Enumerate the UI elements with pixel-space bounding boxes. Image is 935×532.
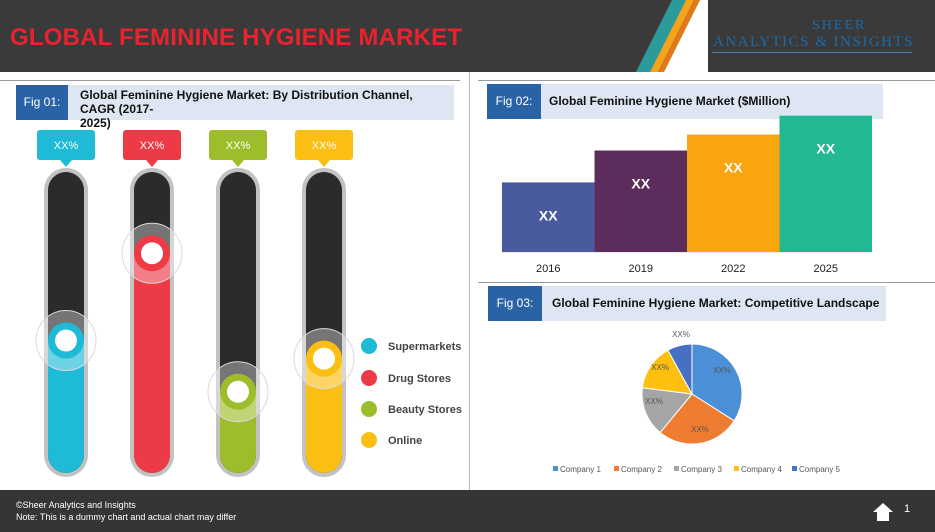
legend-swatch-company-5: [792, 466, 797, 471]
pie-data-label-company-1: XX%: [713, 366, 731, 375]
gauge-label-bubble-beauty-stores: [209, 130, 267, 160]
footer-bar: [0, 490, 935, 532]
bar-2016: [502, 182, 595, 252]
pie-slice-company-5: [667, 343, 693, 395]
gauge-fill-beauty-stores: [220, 391, 256, 473]
gauge-label-pointer-beauty-stores: [232, 160, 244, 167]
gauge-value-label-drug-stores: XX%: [140, 140, 165, 152]
gauge-knob-center-online: [313, 347, 335, 370]
gauge-label-pointer-supermarkets: [60, 160, 72, 167]
fig2-header: Fig 02: Global Feminine Hygiene Market (…: [487, 84, 883, 119]
gauge-knob-center-supermarkets: [55, 329, 77, 352]
legend-swatch-beauty-stores: [361, 401, 377, 417]
brand-name-line1: SHEER: [812, 18, 867, 33]
bar-2022: [687, 134, 780, 252]
brand-name-line2: ANALYTICS & INSIGHTS: [713, 34, 914, 50]
pie-slice-company-2: [659, 393, 735, 445]
gauge-label-bubble-drug-stores: [123, 130, 181, 160]
footer-note: Note: This is a dummy chart and actual c…: [16, 512, 237, 522]
footer-copyright: ©Sheer Analytics and Insights: [16, 500, 136, 510]
legend-label-company-5: Company 5: [799, 465, 840, 474]
bar-data-label-2025: XX: [816, 141, 835, 157]
fig1-gauge-chart: XX% XX% XX% XX%: [35, 130, 355, 477]
page-number: 1: [904, 503, 911, 515]
fig3-title: Global Feminine Hygiene Market: Competit…: [552, 296, 880, 310]
x-tick-label-2019: 2019: [629, 263, 653, 275]
pie-data-label-company-5: XX%: [672, 330, 690, 339]
gauge-knob-center-beauty-stores: [227, 380, 249, 403]
fig3-header: Fig 03: Global Feminine Hygiene Market: …: [488, 286, 886, 321]
fig1-header: Fig 01: Global Feminine Hygiene Market: …: [16, 85, 454, 130]
x-tick-label-2022: 2022: [721, 263, 745, 275]
fig1-title: Global Feminine Hygiene Market: By Distr…: [80, 88, 450, 130]
legend-label-company-3: Company 3: [681, 465, 722, 474]
legend-label-company-1: Company 1: [560, 465, 601, 474]
legend-label-supermarkets: Supermarkets: [388, 341, 462, 353]
legend-label-company-4: Company 4: [741, 465, 782, 474]
bar-2019: [594, 150, 687, 252]
divider: [0, 80, 460, 81]
home-icon[interactable]: [872, 502, 894, 522]
gauge-value-label-supermarkets: XX%: [54, 140, 79, 152]
pie-slice-company-3: [641, 387, 693, 434]
fig1-title-line1: Global Feminine Hygiene Market: By Distr…: [80, 88, 413, 116]
pie-data-label-company-3: XX%: [645, 397, 663, 406]
fig1-tag: Fig 01:: [16, 85, 68, 120]
x-tick-label-2016: 2016: [536, 263, 560, 275]
bar-data-label-2019: XX: [631, 176, 650, 192]
divider: [478, 80, 935, 81]
header-bar: [0, 0, 935, 72]
gauge-fill-supermarkets: [48, 340, 84, 473]
gauge-label-pointer-drug-stores: [146, 160, 158, 167]
legend-swatch-company-2: [614, 466, 619, 471]
x-tick-label-2025: 2025: [814, 263, 838, 275]
fig3-pie-chart: XX% XX% XX% XX% XX% Company 1 Company 2 Company…: [553, 330, 840, 474]
gauge-fill-drug-stores: [134, 253, 170, 473]
legend-swatch-supermarkets: [361, 338, 377, 354]
brand-underline: [712, 52, 912, 53]
pie-data-label-company-2: XX%: [691, 425, 709, 434]
legend-label-drug-stores: Drug Stores: [388, 373, 451, 385]
bar-data-label-2016: XX: [539, 207, 558, 223]
gauge-value-label-online: XX%: [312, 140, 337, 152]
gauge-label-bubble-supermarkets: [37, 130, 95, 160]
legend-swatch-company-4: [734, 466, 739, 471]
divider: [478, 282, 935, 283]
legend-swatch-company-1: [553, 466, 558, 471]
fig2-title: Global Feminine Hygiene Market ($Million…: [549, 94, 791, 108]
pie-data-label-company-4: XX%: [651, 363, 669, 372]
legend-label-beauty-stores: Beauty Stores: [388, 404, 462, 416]
fig2-tag: Fig 02:: [487, 84, 541, 119]
decorative-stripes: [636, 0, 708, 72]
bar-2025: [779, 115, 872, 252]
panel-divider: [469, 72, 470, 490]
fig2-bar-chart: XX 2016 XX 2019 XX 2022 XX 2025: [502, 115, 872, 275]
gauge-value-label-beauty-stores: XX%: [226, 140, 251, 152]
gauge-label-pointer-online: [318, 160, 330, 167]
page-title: GLOBAL FEMININE HYGIENE MARKET: [10, 24, 463, 51]
fig1-title-line2: 2025): [80, 116, 111, 130]
bar-data-label-2022: XX: [724, 160, 743, 176]
legend-swatch-company-3: [674, 466, 679, 471]
legend-label-company-2: Company 2: [621, 465, 662, 474]
gauge-label-bubble-online: [295, 130, 353, 160]
fig3-tag: Fig 03:: [488, 286, 542, 321]
legend-swatch-online: [361, 432, 377, 448]
legend-label-online: Online: [388, 435, 423, 447]
legend-swatch-drug-stores: [361, 370, 377, 386]
gauge-knob-center-drug-stores: [141, 242, 163, 265]
